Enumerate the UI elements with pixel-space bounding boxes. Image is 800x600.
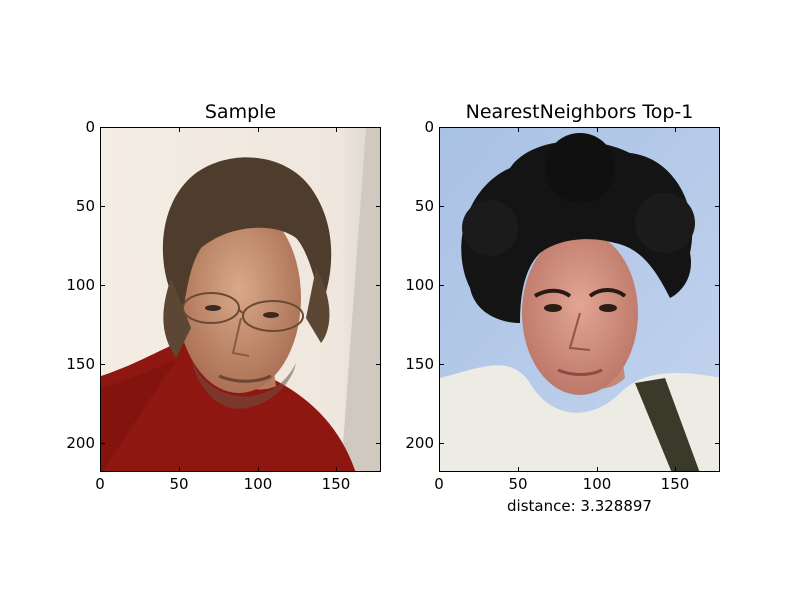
left-ytick-mark <box>100 206 105 207</box>
right-ytick-label: 100 <box>405 276 434 294</box>
right-ytick-mark <box>439 443 444 444</box>
right-axes <box>439 127 720 472</box>
distance-caption: distance: 3.328897 <box>507 497 652 515</box>
right-ytick-label: 200 <box>405 434 434 452</box>
left-ytick-mark <box>376 443 381 444</box>
right-ytick-mark <box>715 364 720 365</box>
left-xtick-mark <box>258 127 259 132</box>
left-ytick-mark <box>100 443 105 444</box>
right-ytick-mark <box>715 443 720 444</box>
right-ytick-label: 50 <box>414 197 434 215</box>
left-xtick-label: 0 <box>95 475 105 493</box>
left-ytick-mark <box>376 364 381 365</box>
left-ytick-mark <box>100 364 105 365</box>
left-ytick-mark <box>376 206 381 207</box>
left-axes <box>100 127 381 472</box>
left-xtick-mark <box>179 467 180 472</box>
left-panel-title: Sample <box>204 101 277 123</box>
sample-face-image <box>101 128 380 471</box>
left-xtick-mark <box>179 127 180 132</box>
right-xtick-label: 0 <box>434 475 444 493</box>
right-ytick-label: 150 <box>405 355 434 373</box>
right-xtick-mark <box>675 127 676 132</box>
right-xtick-label: 100 <box>582 475 612 493</box>
right-xtick-mark <box>597 127 598 132</box>
right-ytick-mark <box>439 364 444 365</box>
left-ytick-label: 200 <box>66 434 95 452</box>
right-ytick-mark <box>715 285 720 286</box>
left-ytick-mark <box>376 285 381 286</box>
left-ytick-label: 150 <box>66 355 95 373</box>
left-xtick-label: 150 <box>321 475 351 493</box>
left-xtick-label: 100 <box>243 475 273 493</box>
right-xtick-label: 50 <box>508 475 528 493</box>
right-ytick-mark <box>439 206 444 207</box>
right-xtick-mark <box>597 467 598 472</box>
left-ytick-label: 0 <box>85 118 95 136</box>
right-xtick-mark <box>518 127 519 132</box>
left-ytick-label: 100 <box>66 276 95 294</box>
left-xtick-mark <box>258 467 259 472</box>
left-xtick-label: 50 <box>169 475 189 493</box>
right-panel-title: NearestNeighbors Top-1 <box>465 101 694 123</box>
left-ytick-mark <box>100 285 105 286</box>
left-xtick-mark <box>336 127 337 132</box>
right-ytick-mark <box>715 206 720 207</box>
right-xtick-mark <box>675 467 676 472</box>
right-xtick-label: 150 <box>660 475 690 493</box>
nearest-neighbor-face-image <box>440 128 719 471</box>
right-ytick-label: 0 <box>424 118 434 136</box>
left-xtick-mark <box>336 467 337 472</box>
right-xtick-mark <box>518 467 519 472</box>
right-ytick-mark <box>439 285 444 286</box>
left-ytick-label: 50 <box>75 197 95 215</box>
